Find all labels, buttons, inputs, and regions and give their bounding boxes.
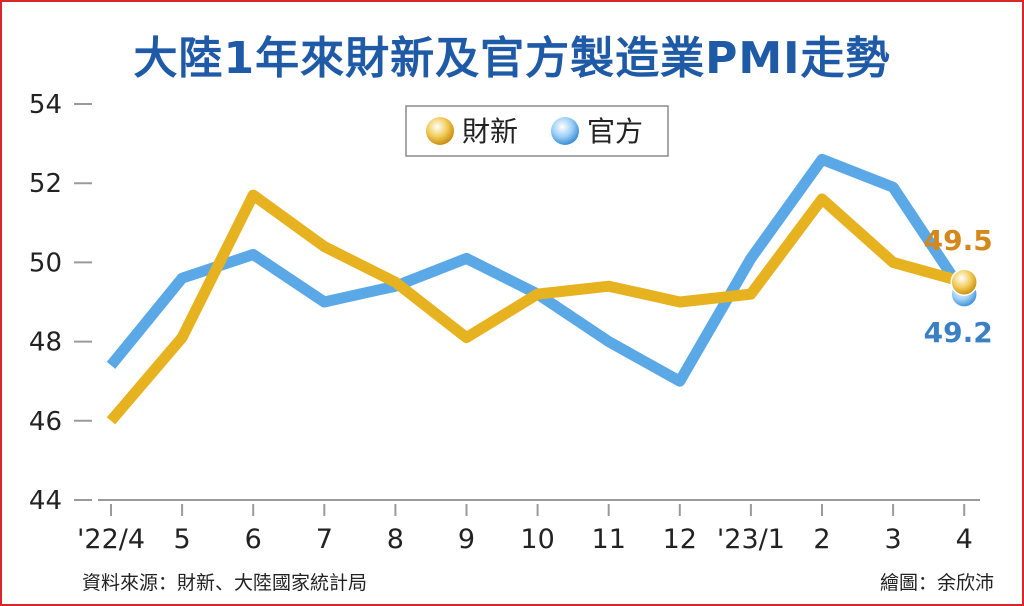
x-tick-label: 10 bbox=[520, 524, 554, 555]
marker-layer bbox=[950, 268, 978, 308]
data-label: 49.5 bbox=[924, 224, 993, 257]
y-tick-label: 46 bbox=[29, 407, 62, 437]
series-line-1 bbox=[106, 153, 969, 387]
x-tick-label: 8 bbox=[387, 524, 404, 555]
legend-swatch-0 bbox=[426, 117, 454, 145]
y-tick-label: 52 bbox=[29, 169, 62, 199]
axis-layer: 44 46 48 50 52 54 '22/4 5 6 7 8 9 10 11 12 '23/1 2 3 4 bbox=[29, 90, 980, 555]
x-tick-label: '22/4 bbox=[77, 524, 145, 555]
legend-label: 財新 bbox=[462, 115, 518, 148]
x-tick-label: 11 bbox=[592, 524, 626, 555]
y-tick-label: 48 bbox=[29, 328, 62, 358]
source-note: 資料來源：財新、大陸國家統計局 bbox=[82, 572, 368, 594]
x-tick-label: 6 bbox=[245, 524, 262, 555]
legend-label: 官方 bbox=[587, 115, 643, 148]
series-layer bbox=[106, 153, 969, 425]
x-tick-label: 5 bbox=[174, 524, 191, 555]
annotation-layer: 49.5 49.2 bbox=[924, 224, 993, 349]
x-tick-label: 3 bbox=[885, 524, 902, 555]
credit-note: 繪圖：余欣沛 bbox=[879, 572, 994, 594]
x-tick-label: 12 bbox=[663, 524, 697, 555]
chart-title: 大陸1年來財新及官方製造業PMI走勢 bbox=[133, 33, 891, 84]
legend: 財新 官方 bbox=[405, 105, 669, 157]
legend-swatch-1 bbox=[551, 117, 579, 145]
x-tick-label: 2 bbox=[813, 524, 830, 555]
x-tick-label: 9 bbox=[458, 524, 475, 555]
x-tick-label: 7 bbox=[316, 524, 333, 555]
x-tick-label: '23/1 bbox=[717, 524, 785, 555]
y-tick-label: 54 bbox=[29, 90, 62, 120]
y-tick-label: 44 bbox=[29, 486, 62, 516]
end-marker-caixin bbox=[950, 268, 978, 296]
data-label: 49.2 bbox=[924, 316, 993, 349]
y-tick-label: 50 bbox=[29, 248, 62, 278]
series-line-0 bbox=[106, 189, 966, 425]
x-tick-label: 4 bbox=[956, 524, 973, 555]
